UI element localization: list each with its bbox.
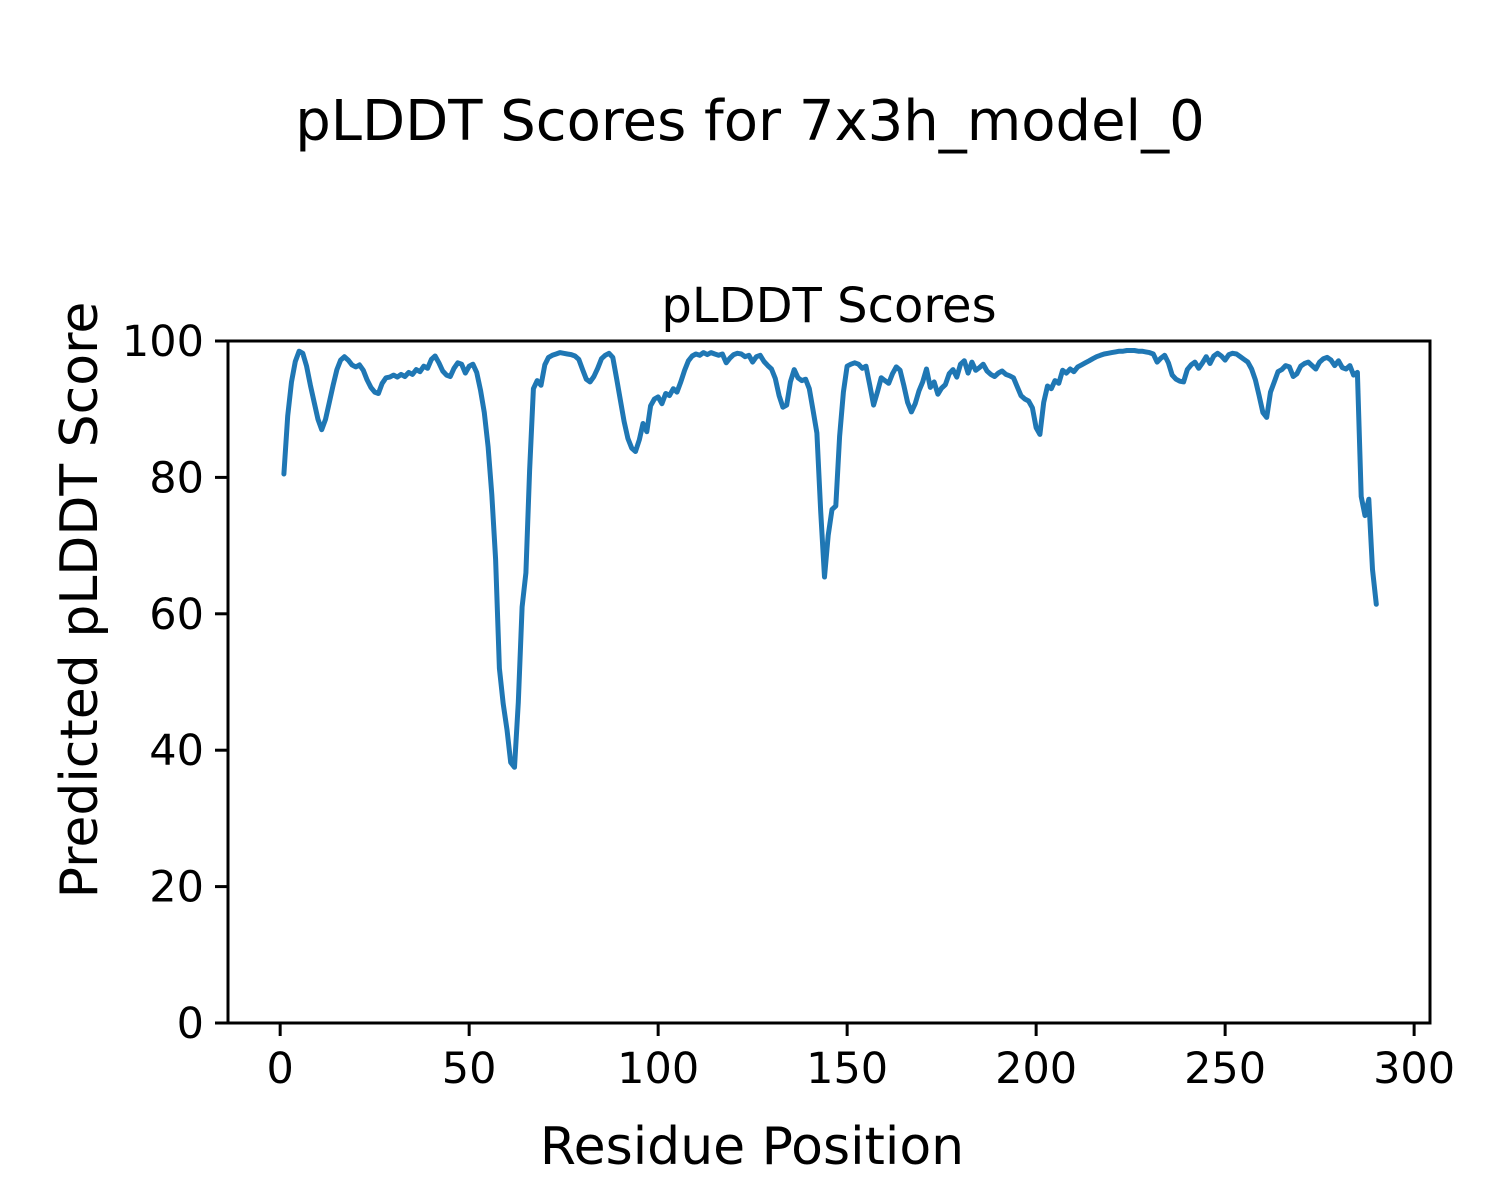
y-tick-label: 40 — [149, 726, 204, 776]
y-tick-label: 100 — [122, 317, 204, 367]
x-tick-label: 50 — [442, 1044, 497, 1094]
axes-spines — [226, 339, 1432, 1025]
plddt-line — [281, 348, 1379, 770]
x-tick-label: 250 — [1184, 1044, 1266, 1094]
y-tick-label: 80 — [149, 453, 204, 503]
y-tick-label: 0 — [177, 999, 204, 1049]
figure-title: pLDDT Scores for 7x3h_model_0 — [295, 89, 1205, 154]
x-tick-label: 200 — [995, 1044, 1077, 1094]
x-tick-label: 100 — [617, 1044, 699, 1094]
y-tick-label: 20 — [149, 863, 204, 913]
x-axis-label: Residue Position — [539, 1117, 965, 1177]
x-tick-label: 0 — [266, 1044, 293, 1094]
axes-title: pLDDT Scores — [661, 278, 997, 334]
x-tick-label: 150 — [806, 1044, 888, 1094]
y-tick-label: 60 — [149, 590, 204, 640]
x-tick-label: 300 — [1373, 1044, 1455, 1094]
